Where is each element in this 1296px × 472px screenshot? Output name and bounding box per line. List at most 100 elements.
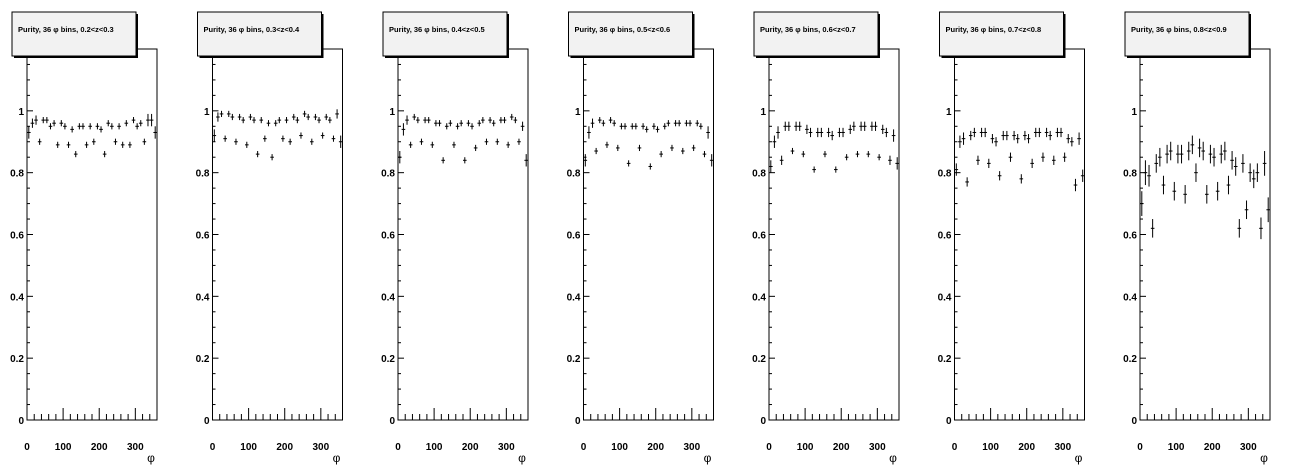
data-point bbox=[88, 123, 92, 130]
y-tick-label: 0.4 bbox=[752, 292, 766, 303]
data-point bbox=[699, 123, 703, 130]
data-point bbox=[709, 154, 714, 167]
data-point bbox=[477, 120, 482, 127]
x-tick-label: 100 bbox=[55, 442, 72, 453]
data-point bbox=[1168, 141, 1173, 161]
data-point bbox=[437, 120, 442, 127]
data-point bbox=[495, 138, 500, 145]
data-point bbox=[230, 113, 235, 121]
data-point bbox=[284, 117, 289, 124]
data-point bbox=[1226, 175, 1231, 195]
data-point bbox=[681, 147, 685, 155]
data-point bbox=[1158, 147, 1162, 167]
data-point bbox=[270, 154, 274, 161]
y-tick-label: 0 bbox=[760, 416, 766, 427]
data-point bbox=[1140, 191, 1144, 216]
x-tick-label: 200 bbox=[647, 442, 664, 453]
y-tick-label: 0.2 bbox=[196, 354, 210, 365]
x-tick-label: 200 bbox=[1018, 442, 1035, 453]
data-point bbox=[1033, 127, 1038, 138]
data-point bbox=[1197, 138, 1202, 158]
x-axis-label: φ bbox=[1260, 451, 1268, 465]
data-point bbox=[706, 126, 710, 139]
data-point bbox=[623, 123, 627, 130]
data-point bbox=[794, 121, 798, 131]
data-point bbox=[1001, 130, 1006, 141]
data-point bbox=[805, 124, 809, 135]
data-point bbox=[252, 117, 256, 124]
data-point bbox=[797, 121, 802, 131]
data-point bbox=[291, 113, 296, 121]
data-point bbox=[1237, 219, 1242, 238]
x-axis-label: φ bbox=[889, 451, 897, 465]
data-point bbox=[880, 124, 885, 135]
y-tick-label: 0.8 bbox=[196, 169, 210, 180]
data-point bbox=[452, 141, 456, 148]
series-1 bbox=[27, 113, 157, 158]
data-point bbox=[994, 137, 998, 147]
data-point bbox=[255, 151, 260, 158]
data-point bbox=[234, 138, 238, 145]
data-point bbox=[463, 157, 467, 164]
data-point bbox=[961, 132, 966, 145]
data-point bbox=[873, 121, 878, 131]
data-point bbox=[313, 113, 318, 121]
x-axis-label: φ bbox=[147, 451, 155, 465]
data-point bbox=[77, 123, 82, 130]
data-point bbox=[317, 117, 321, 124]
data-point bbox=[466, 120, 471, 127]
data-point bbox=[691, 144, 696, 152]
data-point bbox=[263, 135, 267, 142]
y-tick-label: 0.6 bbox=[752, 231, 766, 242]
data-point bbox=[801, 151, 806, 158]
data-point bbox=[277, 117, 282, 124]
data-point bbox=[135, 123, 139, 130]
data-point bbox=[594, 147, 598, 155]
data-point bbox=[652, 123, 656, 130]
y-tick-label: 0 bbox=[946, 416, 952, 427]
data-point bbox=[983, 127, 987, 138]
y-tick-label: 1 bbox=[389, 107, 395, 118]
data-point bbox=[295, 117, 300, 124]
y-tick-label: 0.8 bbox=[381, 169, 395, 180]
y-tick-label: 1 bbox=[204, 107, 210, 118]
data-point bbox=[597, 117, 602, 124]
title-box bbox=[382, 11, 508, 57]
plot-frame bbox=[583, 48, 714, 421]
chart-title: Purity, 36 φ bins, 0.7<z<0.8 bbox=[946, 25, 1042, 34]
y-tick-label: 1 bbox=[946, 107, 952, 118]
data-point bbox=[459, 120, 463, 127]
chart-title: Purity, 36 φ bins, 0.3<z<0.4 bbox=[204, 25, 301, 34]
data-point bbox=[1183, 185, 1187, 204]
data-point bbox=[626, 160, 631, 167]
data-point bbox=[281, 135, 285, 142]
data-point bbox=[1172, 181, 1177, 201]
data-point bbox=[1062, 152, 1067, 162]
x-axis-label: φ bbox=[1075, 451, 1083, 465]
x-tick-label: 300 bbox=[869, 442, 886, 453]
data-point bbox=[619, 123, 624, 130]
data-point bbox=[1077, 132, 1081, 145]
y-tick-label: 0.4 bbox=[938, 292, 952, 303]
data-point bbox=[608, 117, 613, 124]
data-point bbox=[772, 135, 777, 148]
data-point bbox=[331, 135, 336, 142]
data-point bbox=[583, 154, 588, 167]
data-point bbox=[426, 117, 431, 124]
chart-title: Purity, 36 φ bins, 0.4<z<0.5 bbox=[389, 25, 485, 34]
data-point bbox=[131, 117, 136, 124]
data-point bbox=[662, 123, 667, 130]
y-tick-label: 1 bbox=[760, 107, 766, 118]
data-point bbox=[670, 144, 674, 152]
x-tick-label: 200 bbox=[833, 442, 850, 453]
chart-title: Purity, 36 φ bins, 0.8<z<0.9 bbox=[1131, 25, 1227, 34]
data-point bbox=[870, 121, 874, 131]
series-1 bbox=[1140, 135, 1270, 240]
data-point bbox=[1008, 152, 1013, 162]
data-point bbox=[509, 113, 514, 121]
data-point bbox=[146, 113, 150, 127]
data-point bbox=[259, 117, 264, 124]
data-point bbox=[1259, 217, 1263, 240]
data-point bbox=[852, 121, 856, 131]
